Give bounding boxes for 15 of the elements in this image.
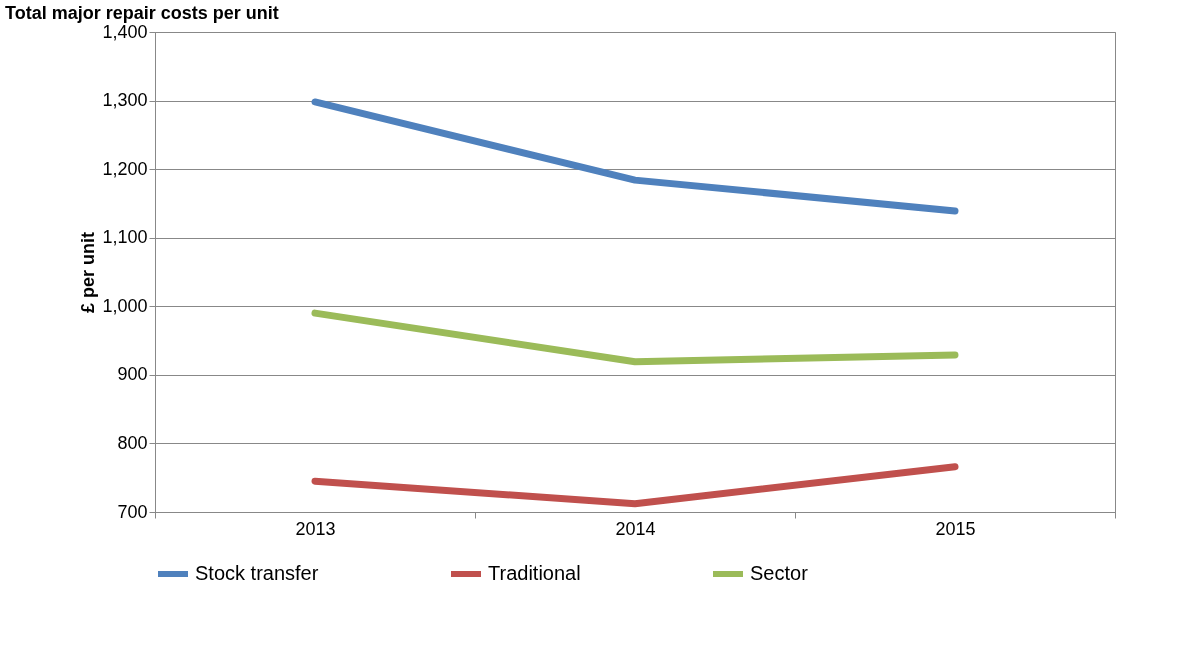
- y-tick-label: 1,100: [102, 227, 148, 248]
- x-tick-label: 2013: [295, 518, 336, 539]
- y-axis-title: £ per unit: [78, 231, 99, 314]
- y-tick-label: 1,000: [102, 295, 148, 316]
- y-tick-label: 1,300: [102, 90, 148, 111]
- legend-label: Sector: [750, 562, 809, 584]
- x-tick-label: 2015: [935, 518, 976, 539]
- y-tick-label: 800: [117, 432, 148, 453]
- y-tick-label: 900: [117, 364, 148, 385]
- y-tick-label: 1,200: [102, 158, 148, 179]
- chart-title: Total major repair costs per unit: [5, 3, 279, 23]
- legend-label: Stock transfer: [195, 562, 319, 584]
- x-tick-label: 2014: [615, 518, 656, 539]
- legend-label: Traditional: [488, 562, 581, 584]
- y-tick-label: 700: [117, 501, 148, 522]
